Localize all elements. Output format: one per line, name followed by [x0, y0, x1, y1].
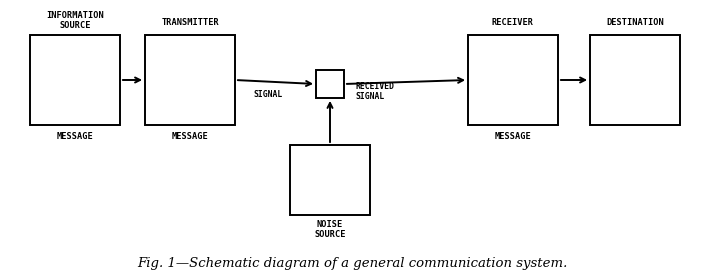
Text: NOISE
SOURCE: NOISE SOURCE — [314, 220, 345, 240]
Bar — [316, 70, 344, 98]
Bar — [590, 35, 680, 125]
Text: TRANSMITTER: TRANSMITTER — [161, 18, 219, 27]
Text: MESSAGE: MESSAGE — [56, 132, 93, 141]
Text: SIGNAL: SIGNAL — [253, 90, 283, 99]
Bar — [468, 35, 558, 125]
Text: MESSAGE: MESSAGE — [171, 132, 209, 141]
Bar — [30, 35, 120, 125]
Text: MESSAGE: MESSAGE — [495, 132, 532, 141]
Text: RECEIVED
SIGNAL: RECEIVED SIGNAL — [355, 82, 394, 101]
Bar — [290, 145, 370, 215]
Bar — [145, 35, 235, 125]
Text: Fig. 1—Schematic diagram of a general communication system.: Fig. 1—Schematic diagram of a general co… — [137, 257, 568, 270]
Text: INFORMATION
SOURCE: INFORMATION SOURCE — [46, 11, 104, 30]
Text: DESTINATION: DESTINATION — [606, 18, 664, 27]
Text: RECEIVER: RECEIVER — [492, 18, 534, 27]
